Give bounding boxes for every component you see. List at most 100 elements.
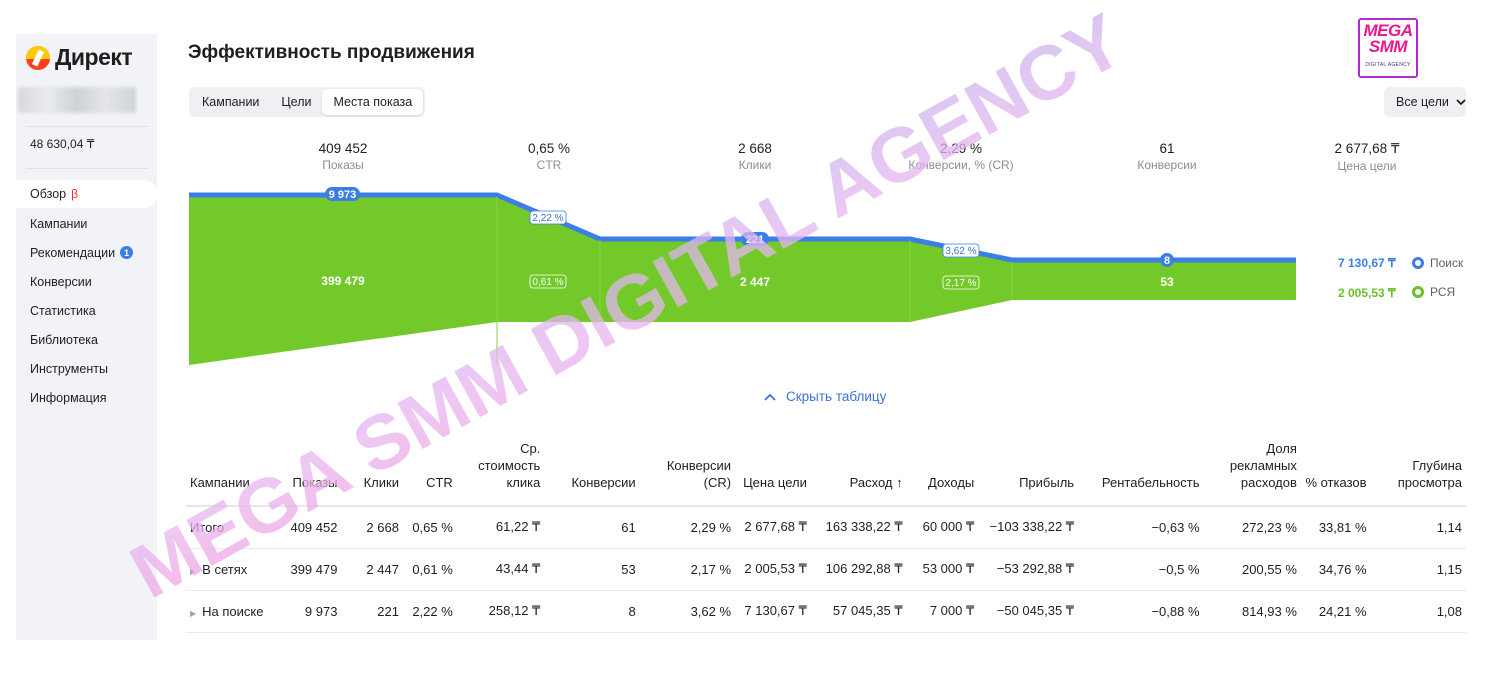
table-cell: 163 338,22 ₸ (810, 506, 907, 549)
account-name-blurred[interactable] (18, 87, 136, 113)
table-cell: 0,61 % (402, 548, 457, 591)
table-cell: 200,55 % (1203, 548, 1301, 591)
networks-impressions-label: 399 479 (321, 274, 365, 288)
hide-table-button[interactable]: Скрыть таблицу (764, 389, 886, 404)
legend-networks[interactable]: РСЯ (1412, 285, 1455, 299)
goal-select[interactable]: Все цели (1384, 87, 1466, 117)
tab-goals[interactable]: Цели (281, 95, 312, 109)
metric-label: Конверсии, % (CR) (908, 158, 1014, 172)
sidebar-item-conversions[interactable]: Конверсии (16, 267, 157, 296)
table-cell: −50 045,35 ₸ (978, 590, 1079, 633)
column-header-revenue[interactable]: Доходы (906, 440, 979, 507)
metric-label: CTR (536, 158, 562, 172)
table-row-total: Итого 409 452 2 668 0,65 % 61,22 ₸ 61 2,… (186, 506, 1466, 549)
funnel-networks-area (189, 197, 1296, 365)
sidebar-item-information[interactable]: Информация (16, 383, 157, 412)
table-cell: 258,12 ₸ (456, 590, 545, 633)
sidebar-item-overview[interactable]: Обзор β (16, 180, 157, 208)
direct-logo[interactable]: Директ (26, 44, 133, 71)
table-cell: 8 (544, 590, 640, 633)
metric-conversions: 61 Конверсии (1097, 141, 1237, 172)
tab-switcher: Кампании Цели Места показа (189, 87, 426, 117)
column-header-goal-cost[interactable]: Цена цели (735, 440, 811, 507)
metric-value: 2 677,68 ₸ (1334, 141, 1400, 156)
table-cell: 61 (544, 506, 640, 549)
legend-dot-icon (1412, 286, 1424, 298)
account-balance[interactable]: 48 630,04 ₸ (30, 137, 95, 151)
column-header-depth[interactable]: Глубина просмотра (1370, 440, 1466, 507)
metric-ctr: 0,65 % CTR (479, 141, 619, 172)
column-header-avg-cpc[interactable]: Ср. стоимость клика (456, 440, 545, 507)
search-goal-cost: 7 130,67 ₸ (1338, 256, 1396, 270)
sidebar-item-recommendations[interactable]: Рекомендации 1 (16, 238, 157, 267)
page-title: Эффективность продвижения (188, 42, 475, 63)
table-cell: 34,76 % (1300, 548, 1371, 591)
table-cell: −103 338,22 ₸ (978, 506, 1079, 549)
column-header-spend[interactable]: Расход ↑ (810, 440, 907, 507)
networks-cr-label: 2,17 % (945, 278, 976, 289)
chevron-up-icon (764, 393, 776, 401)
expand-triangle-icon[interactable]: ▶ (190, 608, 197, 618)
tab-campaigns[interactable]: Кампании (202, 95, 260, 109)
sidebar-item-tools[interactable]: Инструменты (16, 354, 157, 383)
table-cell: 272,23 % (1203, 506, 1301, 549)
table-cell: 1,14 (1370, 506, 1466, 549)
table-cell: 399 479 (281, 548, 342, 591)
tab-placements[interactable]: Места показа (322, 89, 424, 115)
column-header-campaigns[interactable]: Кампании (186, 440, 282, 507)
pill-bg (325, 187, 360, 201)
table-cell: 61,22 ₸ (456, 506, 545, 549)
metric-clicks: 2 668 Клики (685, 141, 825, 172)
column-header-ctr[interactable]: CTR (402, 440, 457, 507)
sidebar-item-label: Библиотека (30, 332, 98, 347)
brand-logo-text: SMM (1368, 37, 1408, 56)
table-cell: 60 000 ₸ (906, 506, 979, 549)
pill-bg (529, 274, 567, 289)
column-header-bounce-rate[interactable]: % отказов (1300, 440, 1371, 507)
networks-ctr-label: 0,61 % (532, 277, 563, 288)
table-cell: 0,65 % (402, 506, 457, 549)
table-cell: 1,15 (1370, 548, 1466, 591)
metric-goal-cost: 2 677,68 ₸ Цена цели (1297, 141, 1437, 173)
table-row-search[interactable]: ▶ На поиске 9 973 221 2,22 % 258,12 ₸ 8 3… (186, 590, 1466, 633)
column-header-conversions[interactable]: Конверсии (544, 440, 640, 507)
legend-search[interactable]: Поиск (1412, 256, 1463, 270)
sidebar: Директ 48 630,04 ₸ Обзор β Кампании Реко… (16, 34, 157, 640)
row-label: На поиске (202, 603, 264, 619)
sidebar-divider (26, 168, 148, 169)
table-cell: 57 045,35 ₸ (810, 590, 907, 633)
table-cell: 1,08 (1370, 590, 1466, 633)
sidebar-item-campaigns[interactable]: Кампании (16, 209, 157, 238)
table-cell[interactable]: ▶ В сетях (186, 548, 282, 591)
table-cell: 2 677,68 ₸ (735, 506, 811, 549)
column-header-impressions[interactable]: Показы (281, 440, 342, 507)
table-cell: 2,29 % (639, 506, 736, 549)
sidebar-item-label: Обзор (30, 187, 67, 201)
search-clicks-label: 221 (746, 234, 764, 246)
table-cell: 7 130,67 ₸ (735, 590, 811, 633)
column-header-ad-cost-share[interactable]: Доля рекламных расходов (1203, 440, 1301, 507)
sidebar-item-statistics[interactable]: Статистика (16, 296, 157, 325)
table-cell: −0,5 % (1078, 548, 1204, 591)
table-cell: 2,22 % (402, 590, 457, 633)
sidebar-item-label: Рекомендации (30, 245, 116, 260)
brand-logo-text: DIGITAL AGENCY (1365, 62, 1411, 68)
column-header-cr[interactable]: Конверсии (CR) (639, 440, 736, 507)
table-cell: 53 000 ₸ (906, 548, 979, 591)
search-cr-label: 3,62 % (945, 246, 976, 257)
notification-badge: 1 (120, 246, 134, 259)
table-row-networks[interactable]: ▶ В сетях 399 479 2 447 0,61 % 43,44 ₸ 53… (186, 548, 1466, 591)
table-cell[interactable]: ▶ На поиске (186, 590, 282, 633)
column-header-clicks[interactable]: Клики (341, 440, 403, 507)
column-header-profitability[interactable]: Рентабельность (1078, 440, 1204, 507)
metric-value: 2,29 % (939, 141, 983, 156)
metric-value: 0,65 % (527, 141, 571, 156)
column-header-profit[interactable]: Прибыль (978, 440, 1079, 507)
table-cell: −0,88 % (1078, 590, 1204, 633)
table-cell: 106 292,88 ₸ (810, 548, 907, 591)
stats-table: Кампании Показы Клики CTR Ср. стоимость … (186, 440, 1466, 633)
metric-value: 2 668 (738, 141, 772, 156)
sidebar-item-library[interactable]: Библиотека (16, 325, 157, 354)
expand-triangle-icon[interactable]: ▶ (190, 566, 197, 576)
sidebar-item-label: Статистика (30, 303, 96, 318)
